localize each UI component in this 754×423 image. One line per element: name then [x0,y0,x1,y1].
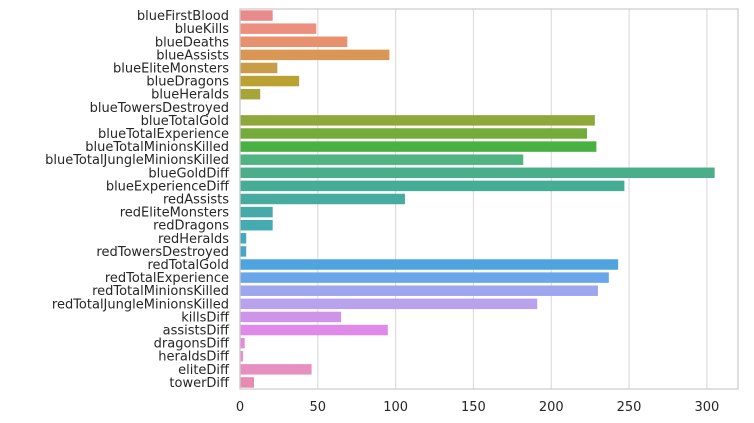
category-label: towerDiff [169,376,230,391]
bar-blueAssists [240,49,390,61]
bar-redTotalJungleMinionsKilled [240,298,538,310]
bar-blueDeaths [240,36,348,47]
category-label: blueHeralds [151,88,229,103]
category-label: redTotalExperience [105,271,229,286]
bar-redTotalMinionsKilled [240,285,598,296]
bar-blueGoldDiff [240,167,715,179]
category-label: blueTotalExperience [98,127,229,142]
category-label: redDragons [153,219,229,234]
category-label: redAssists [163,193,229,208]
x-tick-label: 150 [461,400,486,415]
category-label: redTotalGold [147,258,229,273]
category-label: killsDiff [181,310,230,325]
bar-blueTotalExperience [240,128,588,139]
category-labels: blueFirstBloodblueKillsblueDeathsblueAss… [45,9,230,391]
bar-blueTotalJungleMinionsKilled [240,154,524,165]
bar-blueEliteMonsters [240,62,278,74]
category-label: blueDragons [146,75,229,90]
x-tick-label: 200 [539,400,564,415]
bar-redTowersDestroyed [240,246,247,257]
bar-redHeralds [240,233,247,244]
x-tick-labels: 0 50 100 150 200 250 300 [236,400,719,415]
bar-redAssists [240,193,405,205]
category-label: redTotalJungleMinionsKilled [52,297,229,312]
bar-redTotalExperience [240,272,609,283]
x-tick-label: 300 [694,400,719,415]
category-label: dragonsDiff [154,337,230,352]
category-label: blueTotalMinionsKilled [85,140,229,155]
bar-eliteDiff [240,364,312,375]
bars [240,10,715,388]
x-tick-label: 100 [383,400,408,415]
category-label: blueDeaths [155,35,229,50]
x-tick-label: 0 [236,400,244,415]
category-label: redTowersDestroyed [96,245,229,260]
bar-redDragons [240,219,273,231]
bar-towerDiff [240,377,255,388]
bar-blueExperienceDiff [240,180,625,192]
category-label: redEliteMonsters [120,206,229,221]
category-label: eliteDiff [178,363,230,378]
bar-heraldsDiff [240,351,244,362]
bar-blueDragons [240,75,300,87]
plot-frame [239,8,739,390]
category-label: blueTotalJungleMinionsKilled [45,153,229,168]
bar-blueKills [240,23,317,34]
bar-assistsDiff [240,324,388,336]
category-label: heraldsDiff [158,350,230,365]
category-label: blueKills [175,22,229,37]
bar-blueTotalMinionsKilled [240,141,597,152]
category-label: blueEliteMonsters [113,61,229,76]
category-label: blueTowersDestroyed [90,101,229,116]
bar-redEliteMonsters [240,206,273,218]
category-label: blueAssists [156,48,229,63]
category-label: blueTotalGold [141,114,229,129]
bar-redTotalGold [240,259,619,270]
bar-blueHeralds [240,88,261,100]
x-tick-label: 50 [310,400,327,415]
category-label: redHeralds [158,232,229,247]
category-label: assistsDiff [163,324,230,339]
category-label: blueExperienceDiff [106,179,230,194]
bar-dragonsDiff [240,337,245,349]
category-label: blueGoldDiff [148,166,230,181]
category-label: blueFirstBlood [137,9,229,24]
x-tick-label: 250 [617,400,642,415]
category-label: redTotalMinionsKilled [92,284,229,299]
bar-blueFirstBlood [240,10,273,21]
bar-killsDiff [240,311,342,323]
bar-blueTotalGold [240,115,595,126]
